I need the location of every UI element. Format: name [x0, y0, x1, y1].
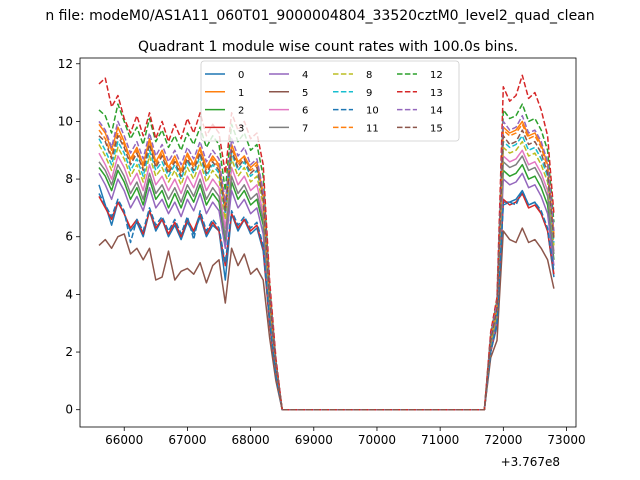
y-tick-label: 0	[65, 403, 73, 417]
legend-label-0: 0	[238, 70, 244, 81]
legend-label-12: 12	[430, 70, 443, 81]
x-tick-label: 72000	[484, 433, 522, 447]
series-line-15	[98, 129, 555, 411]
legend-label-4: 4	[302, 70, 308, 81]
legend-label-6: 6	[302, 106, 308, 117]
series-line-7	[98, 155, 555, 411]
legend-label-5: 5	[302, 88, 308, 99]
series-line-2	[98, 163, 555, 411]
x-tick-label: 73000	[547, 433, 585, 447]
legend-box	[200, 60, 460, 142]
legend-label-11: 11	[366, 123, 379, 134]
x-tick-label: 66000	[105, 433, 143, 447]
legend-label-9: 9	[366, 88, 372, 99]
series-line-1	[98, 120, 555, 411]
series-line-14	[98, 114, 555, 411]
series-line-11	[98, 123, 555, 411]
x-tick-label: 69000	[295, 433, 333, 447]
series-line-9	[98, 135, 555, 411]
series-line-6	[98, 149, 555, 411]
legend-label-1: 1	[238, 88, 244, 99]
series-line-12	[98, 103, 555, 411]
legend-label-2: 2	[238, 106, 244, 117]
y-tick-label: 8	[65, 172, 73, 186]
series-line-5	[98, 227, 555, 411]
y-tick-label: 6	[65, 230, 73, 244]
legend-label-7: 7	[302, 123, 308, 134]
x-tick-label: 68000	[232, 433, 270, 447]
y-tick-label: 2	[65, 345, 73, 359]
legend-label-10: 10	[366, 106, 379, 117]
chart-title: Quadrant 1 module wise count rates with …	[138, 39, 518, 55]
x-axis-offset-label: +3.767e8	[501, 455, 560, 469]
x-tick-label: 67000	[168, 433, 206, 447]
x-tick-label: 70000	[358, 433, 396, 447]
series-line-0	[98, 184, 555, 411]
series-line-3	[98, 192, 555, 411]
series-line-8	[98, 140, 555, 411]
series-group	[98, 74, 555, 411]
axes-frame	[79, 57, 577, 428]
legend-label-13: 13	[430, 88, 443, 99]
legend-label-15: 15	[430, 123, 443, 134]
legend-label-8: 8	[366, 70, 372, 81]
legend-label-14: 14	[430, 106, 443, 117]
series-line-10	[98, 189, 555, 411]
legend-label-3: 3	[238, 123, 244, 134]
y-tick-label: 12	[58, 57, 73, 71]
x-tick-label: 71000	[421, 433, 459, 447]
y-tick-label: 4	[65, 287, 73, 301]
y-tick-label: 10	[58, 114, 73, 128]
figure-suptitle: n file: modeM0/AS1A11_060T01_9000004804_…	[45, 8, 594, 24]
axes-group: 66000 67000 68000 69000 70000 71000 72000 73000…	[58, 57, 586, 447]
series-line-13	[98, 74, 555, 411]
series-line-4	[98, 172, 555, 411]
